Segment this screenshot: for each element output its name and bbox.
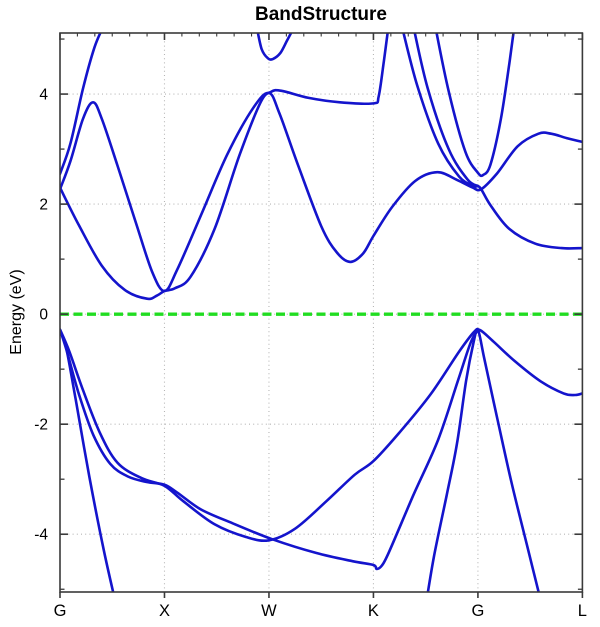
valence-band-3 — [60, 327, 583, 543]
conduction-band-2 — [60, 91, 583, 293]
valence-band-4 — [426, 327, 540, 592]
x-tick-label: G — [471, 602, 484, 620]
x-tick-label: L — [578, 602, 587, 620]
conduction-band-4 — [402, 33, 583, 250]
conduction-band-5 — [413, 33, 480, 188]
y-tick-label: -2 — [34, 417, 48, 434]
conduction-band-1 — [60, 33, 389, 301]
valence-band-1 — [60, 328, 115, 592]
conduction-band-W-dip — [256, 33, 293, 61]
x-tick-label: K — [368, 602, 379, 620]
x-tick-label: X — [159, 602, 170, 620]
y-tick-label: 2 — [39, 197, 48, 214]
x-tick-label: W — [261, 602, 277, 620]
x-tick-label: G — [54, 602, 67, 620]
conduction-band-G-dip — [435, 33, 515, 178]
y-tick-label: 4 — [39, 87, 48, 104]
y-tick-label: -4 — [34, 527, 48, 544]
y-tick-label: 0 — [39, 307, 48, 324]
plot-title: BandStructure — [255, 4, 387, 25]
conduction-band-3 — [60, 33, 102, 176]
